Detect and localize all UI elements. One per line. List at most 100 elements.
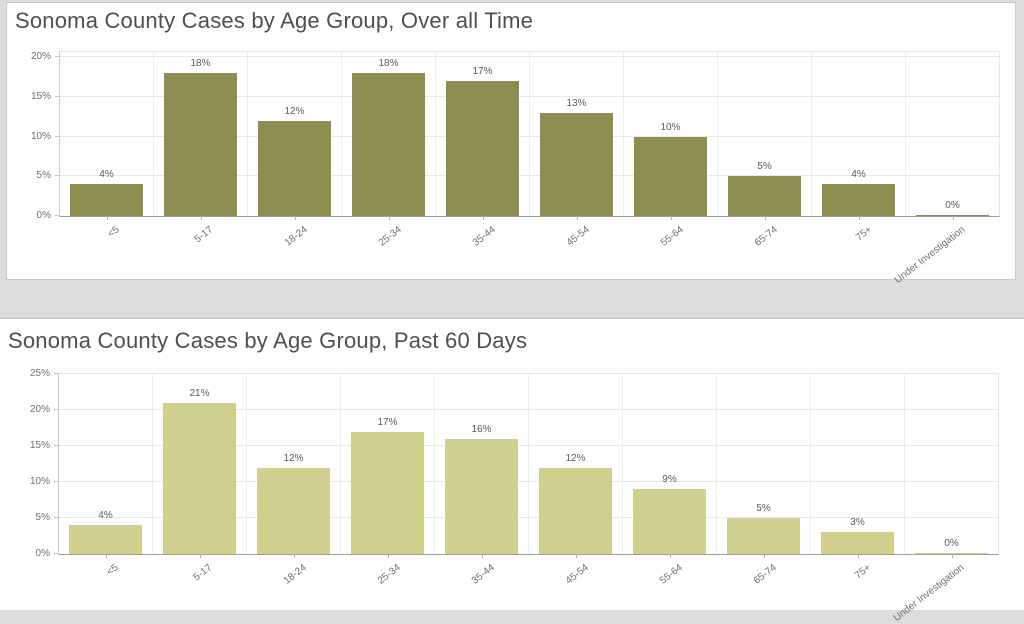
bar[interactable] [634,136,707,216]
category-cell: 12% 45-54 [528,374,622,587]
x-axis-tick-label: 65-74 [752,224,780,249]
x-axis-tick-label: <5 [104,562,121,578]
bar[interactable] [727,518,800,554]
bar-value-label: 17% [377,416,398,428]
bar[interactable] [446,80,519,216]
x-axis-tick-label: Under Investigation [891,562,967,624]
y-axis-tick-label: 0% [35,548,50,559]
y-axis-tick [55,175,60,177]
x-axis-tick [294,216,296,220]
bar[interactable] [915,552,988,554]
category-cell: 18% 5-17 [153,52,247,245]
y-axis-tick-label: 20% [30,51,51,62]
x-axis-tick-label: 5-17 [193,224,216,246]
chart-title-past-60-days: Sonoma County Cases by Age Group, Past 6… [8,328,528,353]
y-axis-tick [54,373,59,374]
bar-value-label: 21% [189,387,210,399]
y-axis-tick [55,56,60,57]
category-cell: 12% 18-24 [247,52,341,249]
x-axis-tick-label: 75+ [853,224,874,244]
bar-value-label: 4% [99,169,114,181]
bar-value-label: 9% [662,474,677,486]
x-axis-tick-label: Under Investigation [892,224,968,286]
category-cell: 21% 5-17 [152,374,246,583]
bar[interactable] [69,525,142,554]
category-cell: 13% 45-54 [529,52,623,249]
y-axis-tick [55,95,60,97]
x-axis-tick [388,216,390,220]
x-axis-tick-label: 35-44 [470,224,498,249]
category-cell: 4% <5 [60,52,153,240]
category-cell: 10% 55-64 [623,52,717,249]
bar-value-label: 16% [471,423,492,435]
x-axis-tick-label: 18-24 [282,224,310,249]
x-axis-tick [951,554,953,558]
x-axis-tick [952,216,954,220]
bar-value-label: 12% [284,105,305,117]
bar-value-label: 5% [756,503,771,514]
category-cell: 5% 65-74 [717,52,811,249]
bar-value-label: 3% [850,517,865,529]
bar[interactable] [633,489,706,554]
bar[interactable] [70,184,143,216]
x-axis-tick-label: 5-17 [192,562,215,584]
bar-value-label: 4% [851,169,866,181]
y-axis-tick [54,517,59,518]
y-axis-tick-label: 0% [36,210,51,221]
bar-chart-overall-time: 0% 5% 10% 15% 20% 4% <5 18% 5-17 12% 18-24 18% 25-34… [31,51,1000,286]
y-axis-tick-label: 15% [29,440,50,451]
category-cell: 3% 75+ [810,374,904,581]
y-axis-tick [55,215,60,216]
x-axis-tick-label: 55-64 [657,562,685,587]
bar[interactable] [821,532,894,554]
category-cell: 17% 35-44 [435,52,529,249]
bar-chart-past-60-days: 0% 5% 10% 15% 20% 25% 4% <5 21% 5-17 12% 18-24 17% 25… [30,369,999,624]
category-cell: 18% 25-34 [341,52,435,249]
chart-title-overall-time: Sonoma County Cases by Age Group, Over a… [15,8,534,33]
category-cell: 0% Under Investigation [892,374,998,624]
bar[interactable] [163,402,236,554]
y-axis-tick [54,409,59,410]
y-axis-tick [54,481,59,482]
bar-value-label: 12% [283,452,304,464]
y-axis-tick [54,445,59,446]
y-axis-tick-label: 10% [29,476,50,487]
chart-card-overall-time: Sonoma County Cases by Age Group, Over a… [6,2,1016,286]
x-axis-tick [763,554,765,558]
x-axis-tick [669,554,671,558]
x-axis-tick [575,554,577,558]
bar-value-label: 0% [945,199,960,211]
bar[interactable] [445,438,518,554]
category-cell: 5% 65-74 [716,374,810,587]
y-axis-tick [54,553,59,554]
bar-value-label: 10% [660,121,681,133]
y-axis-tick-label: 5% [36,170,51,182]
bar[interactable] [351,431,424,554]
x-axis-tick-label: 75+ [852,562,873,582]
x-axis-tick [481,554,483,558]
bar-value-label: 0% [944,537,959,549]
bar[interactable] [916,214,989,216]
x-axis-tick [764,216,766,220]
bar[interactable] [352,72,425,216]
bar[interactable] [164,72,237,216]
x-axis-tick [670,216,672,220]
bar[interactable] [257,467,330,554]
bar-value-label: 17% [472,65,493,77]
y-axis-tick-label: 5% [35,512,50,523]
x-axis-tick-label: 55-64 [658,224,686,249]
bar[interactable] [539,467,612,554]
bar-value-label: 18% [190,57,211,69]
x-axis-tick [857,554,859,558]
category-cell: 16% 35-44 [434,374,528,587]
bar[interactable] [822,184,895,216]
x-axis-tick [387,554,389,558]
bar[interactable] [258,120,331,216]
x-axis-tick-label: <5 [105,224,122,240]
x-axis-tick-label: 18-24 [281,562,309,587]
x-axis-tick-label: 45-54 [563,562,591,587]
bar-value-label: 5% [757,161,772,173]
bar[interactable] [728,176,801,216]
bar[interactable] [540,112,613,216]
x-axis-tick-label: 25-34 [375,562,403,587]
